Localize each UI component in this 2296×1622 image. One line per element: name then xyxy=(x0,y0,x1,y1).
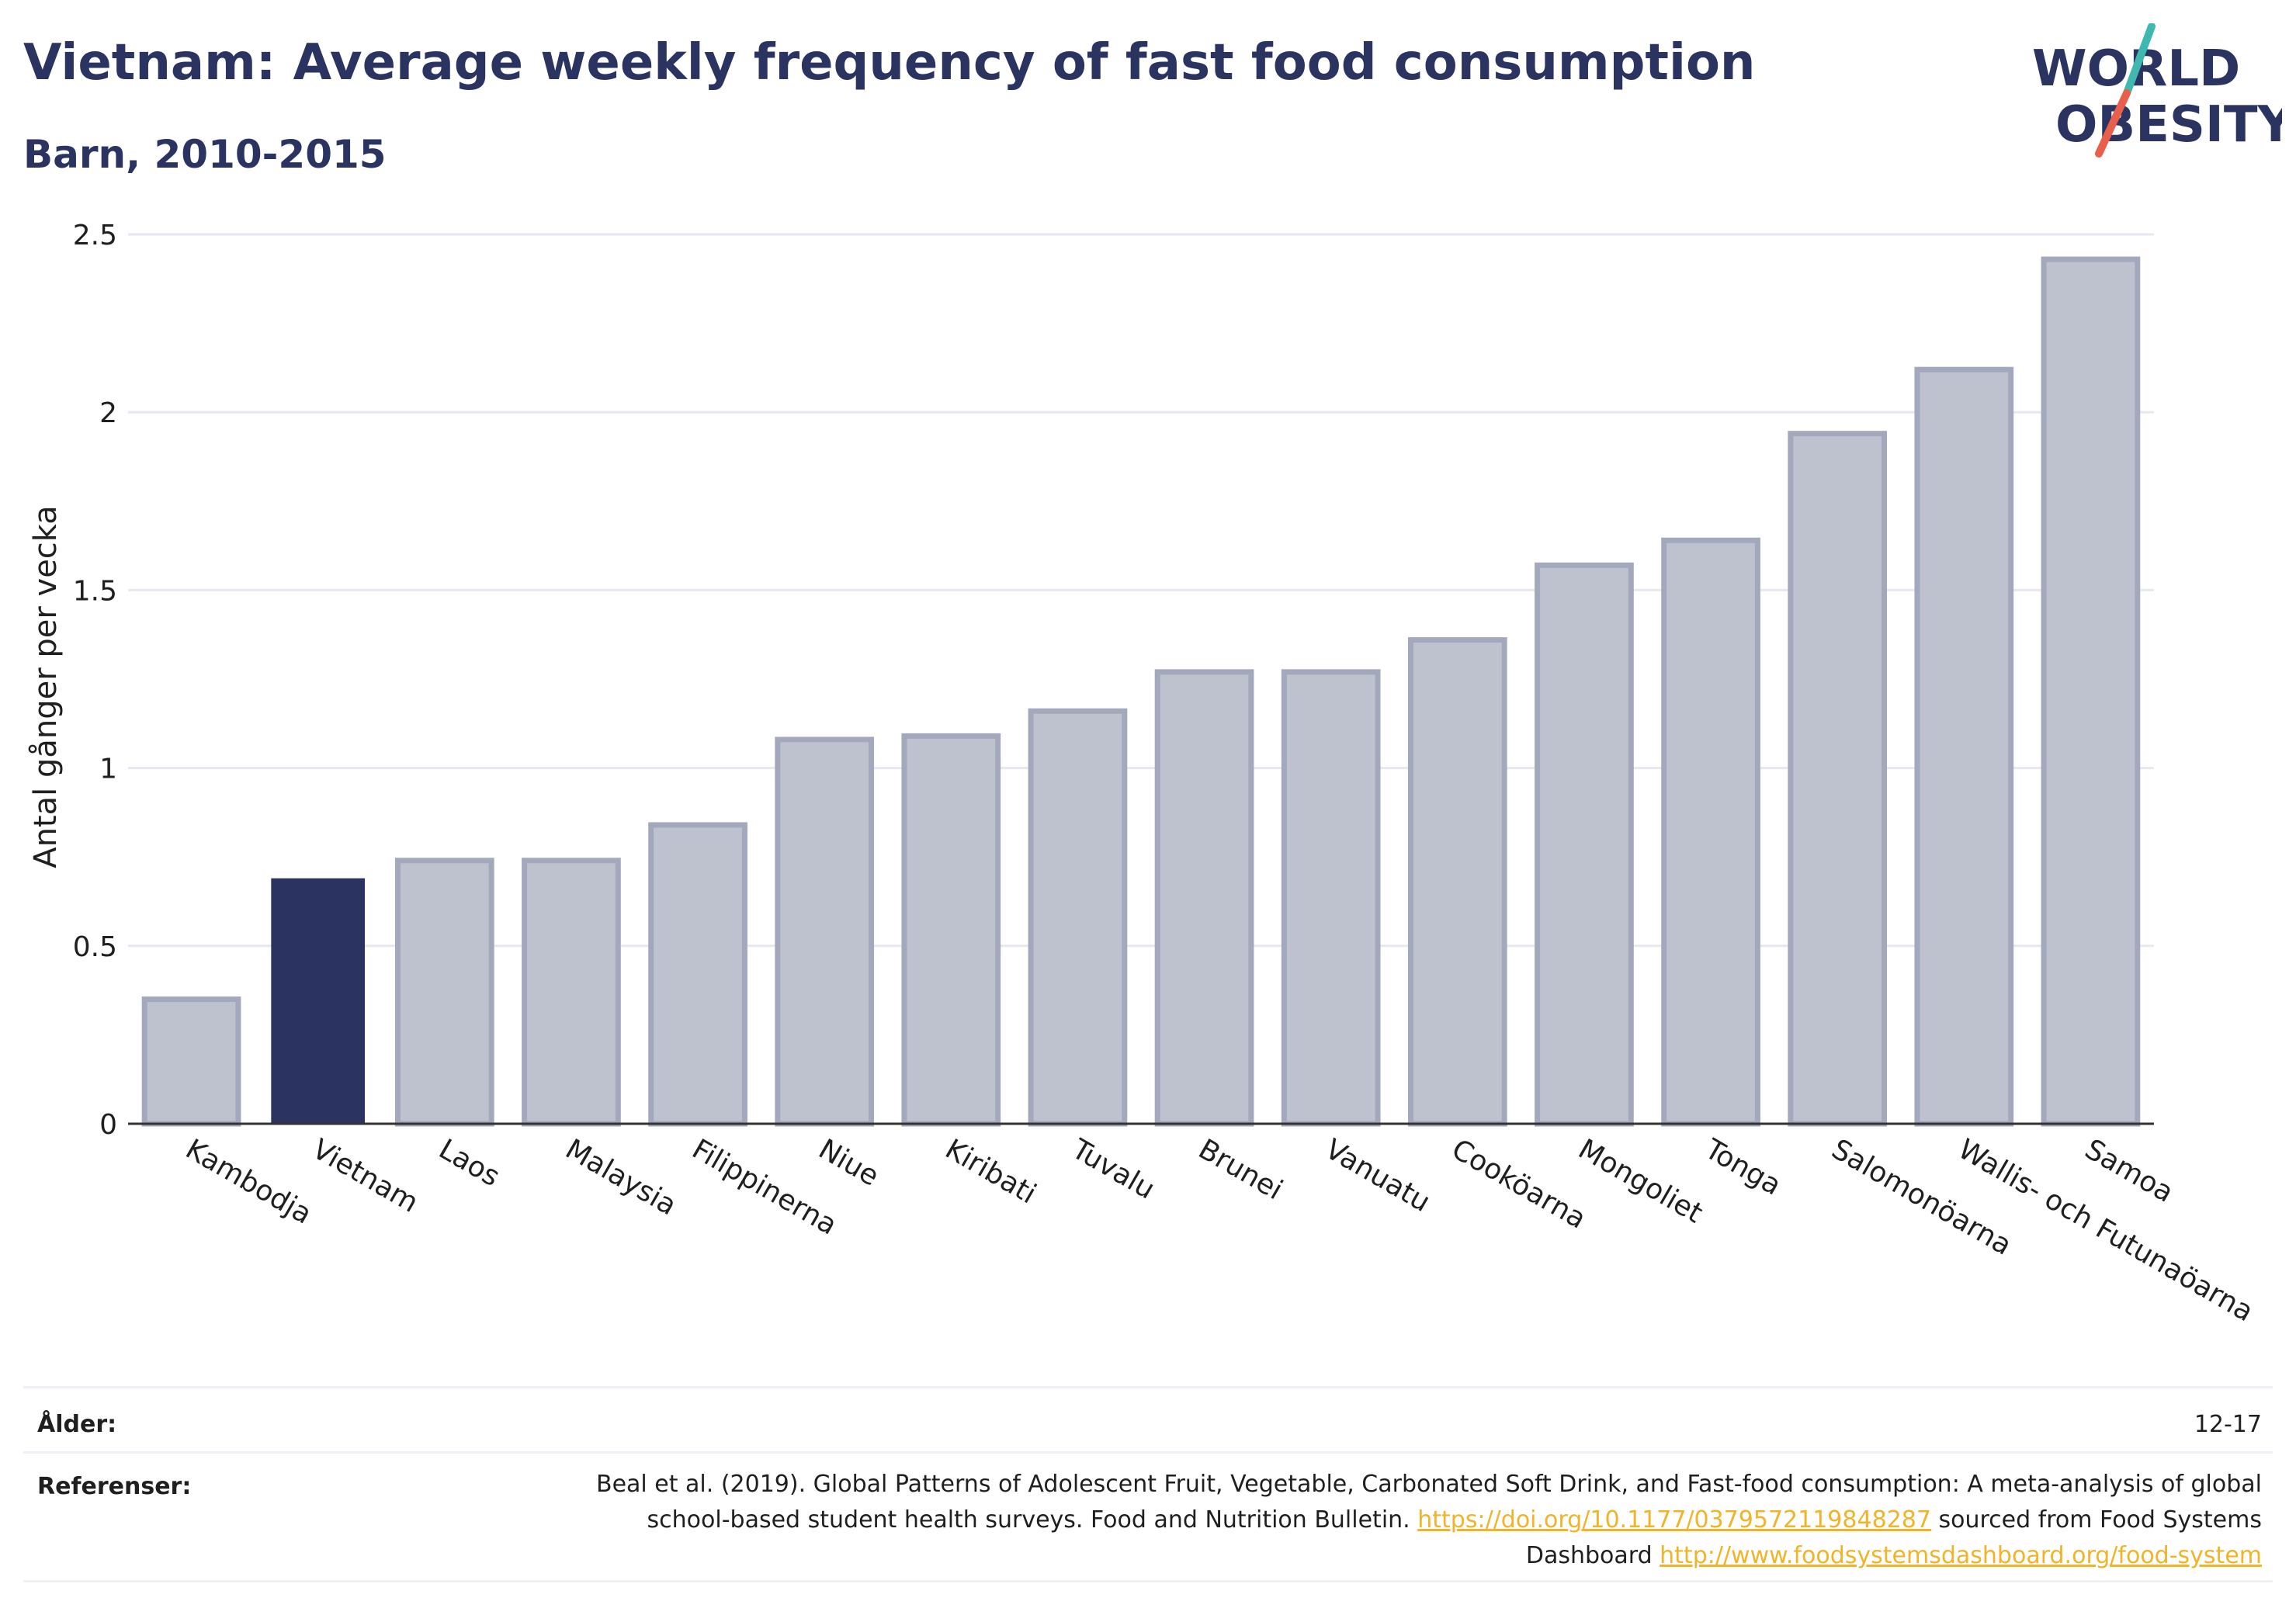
bar-vanuatu xyxy=(1281,669,1381,1127)
bar-wallis-och-futuna-arna xyxy=(1914,366,2014,1127)
x-tick-label: Tonga xyxy=(1699,1133,1787,1202)
x-tick-label: Mongoliet xyxy=(1573,1133,1708,1229)
x-tick-label: Vanuatu xyxy=(1320,1133,1435,1218)
footer-divider-top xyxy=(23,1386,2273,1388)
bar-kambodja xyxy=(141,996,241,1127)
chart-title: Vietnam: Average weekly frequency of fas… xyxy=(23,34,1756,92)
references-text: Beal et al. (2019). Global Patterns of A… xyxy=(554,1467,2262,1574)
age-label: Ålder: xyxy=(37,1411,117,1438)
y-tick-label: 1.5 xyxy=(73,575,117,607)
bar-filippinerna xyxy=(648,822,747,1127)
bar-samoa xyxy=(2041,256,2141,1127)
bar-vietnam xyxy=(271,878,366,1124)
references-text-part1: Beal et al. (2019). Global Patterns of A… xyxy=(595,1471,2262,1534)
world-obesity-logo: WORLD OBESITY xyxy=(2032,23,2282,158)
bars xyxy=(141,256,2141,1127)
bar-kiribati xyxy=(901,733,1001,1127)
x-tick-label: Laos xyxy=(433,1133,505,1193)
references-label: Referenser: xyxy=(37,1473,192,1500)
x-tick-label: Kiribati xyxy=(940,1133,1042,1210)
x-tick-label: Kambodja xyxy=(180,1133,317,1230)
x-tick-label: Filippinerna xyxy=(687,1133,842,1241)
bar-brunei xyxy=(1154,669,1254,1127)
y-tick-label: 0.5 xyxy=(73,931,117,963)
age-value: 12-17 xyxy=(2194,1411,2262,1438)
y-tick-label: 1 xyxy=(99,754,117,785)
references-text-part2: sourced from Food Systems Dashboard xyxy=(1525,1506,2262,1569)
y-tick-label: 2 xyxy=(99,397,117,429)
y-tick-label: 0 xyxy=(99,1109,117,1141)
footer-divider-bottom xyxy=(23,1580,2273,1582)
logo-line2: OBESITY xyxy=(2055,96,2282,154)
x-tick-label: Vietnam xyxy=(307,1133,423,1219)
x-tick-label: Cooköarna xyxy=(1446,1133,1591,1235)
x-tick-label: Tuvalu xyxy=(1066,1133,1160,1206)
doi-link[interactable]: https://doi.org/10.1177/0379572119848287 xyxy=(1417,1506,1931,1534)
bar-mongoliet xyxy=(1535,562,1634,1127)
dashboard-link[interactable]: http://www.foodsystemsdashboard.org/food… xyxy=(1660,1542,2262,1569)
y-tick-label: 2.5 xyxy=(73,220,117,251)
x-tick-label: Brunei xyxy=(1193,1133,1288,1206)
bar-niue xyxy=(775,736,875,1127)
x-tick-label: Samoa xyxy=(2079,1133,2179,1209)
footer-divider-mid xyxy=(23,1451,2273,1454)
x-tick-label: Malaysia xyxy=(560,1133,682,1222)
logo-slash-red xyxy=(2095,89,2131,158)
y-tick-labels: 0 0.5 1 1.5 2 2.5 xyxy=(73,220,117,1141)
bar-tuvalu xyxy=(1028,708,1128,1127)
x-tick-label: Niue xyxy=(813,1133,884,1192)
chart-subtitle: Barn, 2010-2015 xyxy=(23,132,387,177)
bar-laos xyxy=(394,858,494,1127)
logo-slash-teal xyxy=(2123,23,2156,97)
bar-malaysia xyxy=(522,858,621,1127)
bar-tonga xyxy=(1661,537,1760,1127)
bar-cook-arna xyxy=(1407,637,1507,1127)
y-axis-label: Antal gånger per vecka xyxy=(28,505,64,868)
bar-salomon-arna xyxy=(1788,431,1888,1127)
